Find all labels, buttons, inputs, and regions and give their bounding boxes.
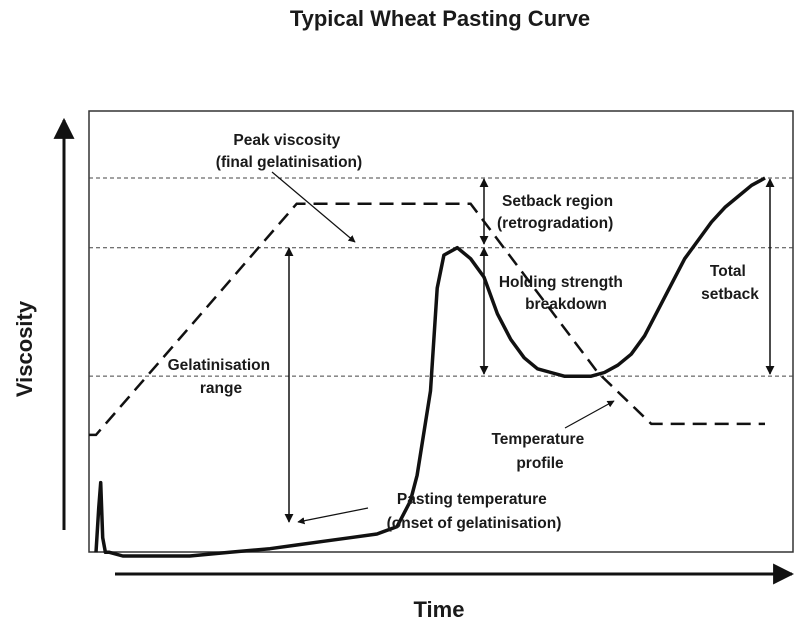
temperature-profile-label: Temperature profile xyxy=(491,431,588,472)
total-setback-label: Total setback xyxy=(701,263,759,303)
reference-lines xyxy=(89,177,793,377)
setback-region-label: Setback region (retrogradation) xyxy=(497,193,617,232)
pasting-temperature-label: Pasting temperature (onset of gelatinisa… xyxy=(387,491,562,532)
temperature-profile-line xyxy=(89,202,765,437)
peak-pointer xyxy=(271,171,356,243)
holding-strength-label: Holding strength breakdown xyxy=(499,274,627,313)
peak-viscosity-label: Peak viscosity (final gelatinisation) xyxy=(216,132,362,171)
y-axis-title: Viscosity xyxy=(12,300,37,397)
pasting-pointer xyxy=(297,507,369,525)
x-axis-title: Time xyxy=(414,597,465,622)
gelatinisation-range-label: Gelatinisation range xyxy=(168,357,275,397)
chart-title: Typical Wheat Pasting Curve xyxy=(290,6,590,31)
viscosity-curve xyxy=(94,176,766,558)
plot-frame xyxy=(88,110,794,553)
temperature-pointer xyxy=(564,400,615,429)
